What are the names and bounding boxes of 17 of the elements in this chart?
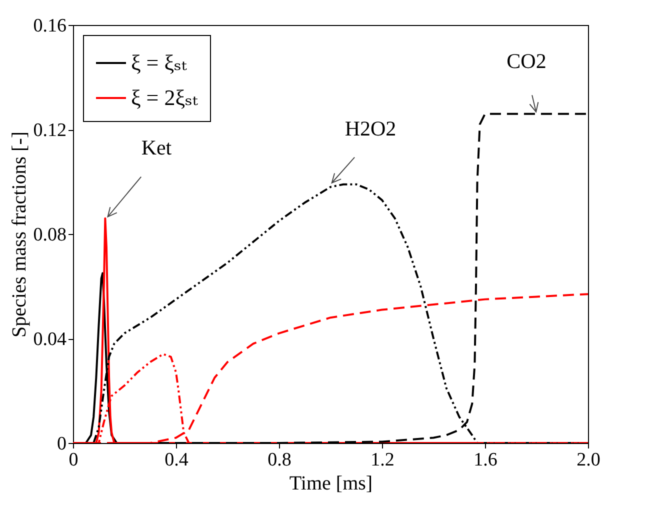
x-tick-label: 0.8 (268, 450, 292, 470)
annotation: Ket (141, 135, 172, 160)
y-axis-title: Species mass fractions [-] (8, 131, 30, 338)
y-tick-label: 0 (57, 434, 66, 454)
annotation: CO2 (506, 48, 546, 73)
x-tick-label: 1.2 (370, 450, 394, 470)
x-tick-label: 0.4 (164, 450, 189, 470)
y-tick-label: 0.16 (33, 16, 66, 36)
x-axis-title: Time [ms] (289, 472, 373, 494)
legend-label: ξ = ξₛₜ (131, 50, 188, 75)
x-tick-label: 1.6 (474, 450, 498, 470)
legend-label: ξ = 2ξₛₜ (131, 85, 198, 110)
y-tick-label: 0.08 (33, 224, 66, 246)
y-tick-label: 0.12 (33, 120, 66, 141)
y-tick-label: 0.04 (33, 329, 67, 350)
x-tick-label: 2.0 (576, 450, 600, 470)
annotation: H2O2 (344, 116, 396, 140)
